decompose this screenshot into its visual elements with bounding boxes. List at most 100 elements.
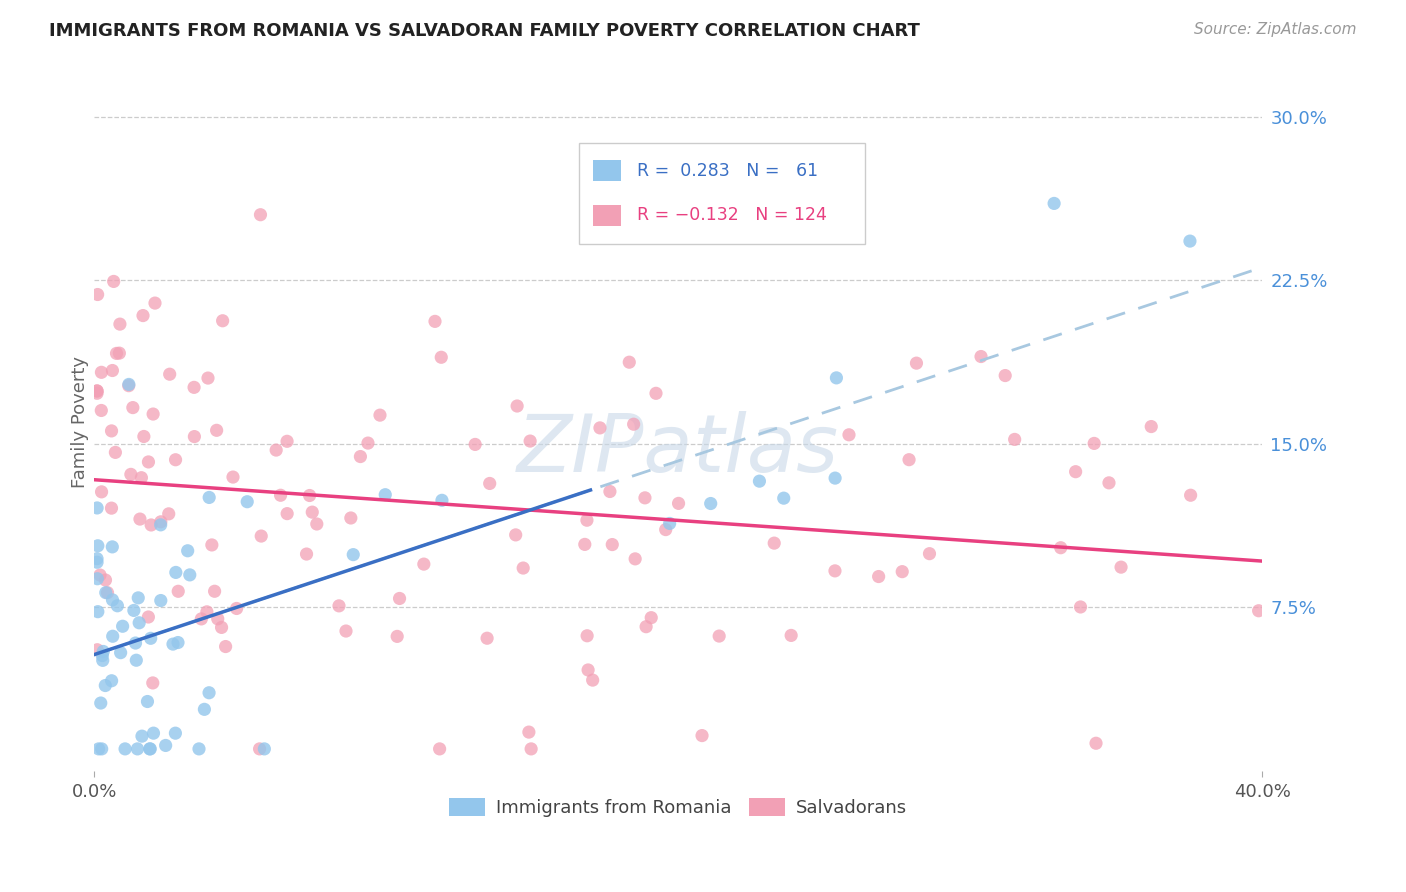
Point [118, 378, 141, 392]
Point [517, 725, 540, 739]
Point [253, 742, 276, 756]
Point [295, 547, 318, 561]
FancyBboxPatch shape [593, 161, 621, 181]
Point [96, 585, 118, 599]
Point [124, 636, 146, 650]
Point [305, 516, 328, 531]
Point [142, 407, 165, 421]
FancyBboxPatch shape [593, 205, 621, 226]
Point [645, 386, 668, 401]
Point [86, 555, 108, 569]
Point [149, 515, 172, 529]
Point [198, 686, 221, 700]
Point [103, 275, 125, 289]
Point [430, 351, 453, 365]
Point [138, 742, 160, 756]
Point [249, 208, 271, 222]
Point [707, 629, 730, 643]
Point [634, 491, 657, 505]
Point [475, 632, 498, 646]
Point [110, 646, 132, 660]
Point [668, 496, 690, 510]
Point [891, 565, 914, 579]
Point [118, 377, 141, 392]
Point [780, 628, 803, 642]
Y-axis label: Family Poverty: Family Poverty [72, 356, 89, 488]
Point [86, 287, 108, 301]
Point [658, 516, 681, 531]
Point [149, 517, 172, 532]
Point [624, 552, 647, 566]
Text: IMMIGRANTS FROM ROMANIA VS SALVADORAN FAMILY POVERTY CORRELATION CHART: IMMIGRANTS FROM ROMANIA VS SALVADORAN FA… [49, 22, 920, 40]
Point [824, 564, 846, 578]
Point [159, 368, 181, 382]
Point [905, 356, 928, 370]
Point [430, 493, 453, 508]
Point [179, 567, 201, 582]
Point [90, 484, 112, 499]
Point [328, 599, 350, 613]
Point [690, 729, 713, 743]
Point [423, 314, 446, 328]
Point [576, 663, 599, 677]
Point [276, 434, 298, 449]
Point [165, 452, 187, 467]
Point [149, 593, 172, 607]
Point [129, 512, 152, 526]
Point [128, 615, 150, 630]
Point [101, 363, 124, 377]
Point [250, 529, 273, 543]
Point [204, 584, 226, 599]
Point [165, 566, 187, 580]
Point [138, 610, 160, 624]
Point [165, 726, 187, 740]
Point [86, 500, 108, 515]
Point [136, 694, 159, 708]
Point [236, 494, 259, 508]
Point [176, 543, 198, 558]
Point [86, 384, 108, 398]
Point [619, 355, 641, 369]
Point [1043, 196, 1066, 211]
Point [519, 434, 541, 448]
Point [1109, 560, 1132, 574]
Point [699, 496, 721, 510]
Point [412, 557, 434, 571]
Point [994, 368, 1017, 383]
Point [1049, 541, 1071, 555]
Point [464, 437, 486, 451]
Point [600, 538, 623, 552]
Point [838, 427, 860, 442]
Point [211, 620, 233, 634]
Point [86, 384, 108, 398]
Point [86, 551, 108, 566]
Point [198, 491, 221, 505]
Point [340, 511, 363, 525]
Point [142, 726, 165, 740]
FancyBboxPatch shape [579, 143, 865, 244]
Point [429, 742, 451, 756]
Point [108, 317, 131, 331]
Point [143, 296, 166, 310]
Point [1098, 475, 1121, 490]
Point [86, 642, 108, 657]
Text: R = −0.132   N = 124: R = −0.132 N = 124 [637, 206, 827, 224]
Point [357, 436, 380, 450]
Point [270, 488, 292, 502]
Point [640, 610, 662, 624]
Point [121, 401, 143, 415]
Point [368, 408, 391, 422]
Point [970, 350, 993, 364]
Point [100, 424, 122, 438]
Point [195, 605, 218, 619]
Point [276, 507, 298, 521]
Point [478, 476, 501, 491]
Point [155, 739, 177, 753]
Point [190, 612, 212, 626]
Point [214, 640, 236, 654]
Point [505, 528, 527, 542]
Point [125, 653, 148, 667]
Point [87, 605, 110, 619]
Point [94, 679, 117, 693]
Point [301, 505, 323, 519]
